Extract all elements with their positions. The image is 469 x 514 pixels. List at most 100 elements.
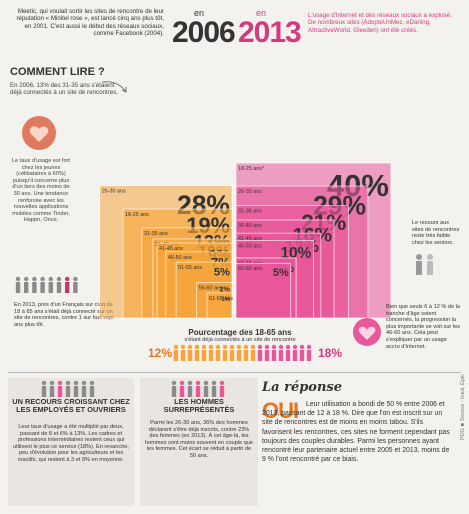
comment-lire-text: En 2006, 13% des 31-35 ans s'étaient déj…: [10, 82, 119, 97]
people-icon-row: [14, 276, 82, 298]
person-icon: [203, 380, 209, 397]
person-icon: [187, 380, 193, 397]
person-icon: [15, 276, 21, 293]
year-2006-en: en: [194, 8, 205, 18]
person-icon: [65, 380, 71, 397]
intro-2013: L'usage d'Internet et des réseaux sociau…: [308, 12, 452, 34]
person-icon: [41, 380, 47, 397]
workers-icon: [41, 380, 95, 397]
person-icon: [215, 344, 221, 361]
y2006-age-41-45ans: 41-45 ans: [159, 246, 183, 252]
person-icon: [195, 380, 201, 397]
person-icon: [229, 344, 235, 361]
person-icon: [49, 380, 55, 397]
y2006-age-61-65ans: 61-65 ans: [209, 296, 233, 302]
intro-2006: Meetic, qui voulait sortir les sites de …: [16, 8, 164, 38]
person-icon: [285, 344, 291, 361]
arrow-icon: [101, 81, 127, 93]
person-icon: [187, 344, 193, 361]
year-2006-number: 2006: [172, 16, 236, 49]
y2006-age-51-55ans: 51-55 ans: [178, 265, 202, 271]
y2006-age-18-25ans: 18-25 ans: [125, 212, 149, 218]
heart-couple-icon: [353, 318, 381, 346]
person-icon: [219, 380, 225, 397]
y2013-value-56-60ans: 5%: [273, 267, 289, 279]
summary-people-row: [173, 344, 312, 361]
side-credit: PDG ■ Source : Ined, Épic: [460, 374, 466, 440]
person-icon: [250, 344, 256, 361]
right-callout-top: Le recours aux sites de rencontres reste…: [412, 220, 460, 246]
left-callout: Le taux d'usage est fort chez les jeunes…: [12, 158, 70, 224]
summary-title: Pourcentage des 18-65 ans: [188, 328, 292, 337]
y2013-age-41-45ans: 41-45 ans: [238, 236, 262, 242]
y2006-age-31-35ans: 31-35 ans: [144, 231, 168, 237]
y2013-age-56-60ans: 56-60 ans: [238, 266, 262, 272]
person-icon: [173, 344, 179, 361]
y2013-bar-56-60ans: [235, 262, 292, 319]
bottom-col2-text: Parmi les 26-30 ans, 36% des hommes décl…: [145, 420, 253, 459]
person-icon: [271, 344, 277, 361]
bottom-left-callout: En 2013, près d'un Français sur cinq de …: [14, 302, 114, 328]
bottom-col1-title: UN RECOURS CROISSANT CHEZ LES EMPLOYÉS E…: [12, 397, 130, 414]
year-2013-en: en: [256, 8, 267, 18]
year-2013-label: en 2013: [238, 8, 302, 50]
person-icon: [180, 344, 186, 361]
y2006-age-26-30ans: 26-30 ans: [102, 189, 126, 195]
y2006-age-56-60ans: 56-60 ans: [199, 286, 223, 292]
person-icon: [278, 344, 284, 361]
y2013-age-31-35ans: 31-35 ans: [238, 209, 262, 215]
bottom-col2-box: [140, 378, 258, 506]
summary-to: 18%: [318, 346, 343, 360]
person-icon: [264, 344, 270, 361]
reponse-title: La réponse: [262, 380, 343, 395]
summary: Pourcentage des 18-65 ans s'étant déjà c…: [130, 328, 350, 344]
y2013-age-46-50ans: 46-50 ans: [238, 244, 262, 250]
person-icon: [236, 344, 242, 361]
year-2013-number: 2013: [238, 16, 302, 49]
person-icon: [243, 344, 249, 361]
person-icon: [179, 380, 185, 397]
bottom-col1-box: [8, 378, 134, 506]
person-icon: [208, 344, 214, 361]
summary-subtitle: s'étant déjà connectés à un site de renc…: [184, 337, 296, 343]
person-icon: [306, 344, 312, 361]
person-icon: [48, 276, 53, 293]
person-icon: [57, 380, 63, 397]
year-2006-label: en 2006: [172, 8, 236, 50]
bottom-col2-title: LES HOMMES SURREPRÉSENTÉS: [163, 397, 235, 414]
heart-face-icon: [22, 116, 56, 150]
comment-lire-title: COMMENT LIRE ?: [10, 66, 105, 78]
person-icon: [292, 344, 298, 361]
y2006-bar-61-65ans: [206, 292, 233, 319]
person-icon: [171, 380, 177, 397]
y2006-value-61-65ans: 1%: [221, 297, 230, 303]
y2013-age-18-25ans: 18-25 ans*: [238, 166, 265, 172]
men-women-icon: [171, 380, 225, 397]
y2006-age-46-50ans: 46-50 ans: [168, 255, 192, 261]
section-divider: [8, 372, 461, 373]
y2013-age-26-30ans: 26-30 ans: [238, 189, 262, 195]
y2006-value-56-60ans: 2%: [220, 286, 231, 294]
person-icon: [32, 276, 37, 293]
reponse-oui: OUI: [262, 398, 299, 423]
senior-couple-icon: [410, 252, 438, 278]
person-icon: [40, 276, 45, 293]
person-icon: [194, 344, 200, 361]
person-icon: [24, 276, 29, 293]
person-icon: [299, 344, 305, 361]
y2013-age-36-40ans: 36-40 ans: [238, 223, 262, 229]
right-callout-bottom: Bien que seuls 6 à 12 % de la tranche d'…: [386, 304, 461, 350]
person-icon: [222, 344, 228, 361]
person-icon: [81, 380, 87, 397]
person-icon: [201, 344, 207, 361]
comment-lire: COMMENT LIRE ? En 2006, 13% des 31-35 an…: [10, 66, 120, 97]
person-icon: [89, 380, 95, 397]
person-icon: [73, 380, 79, 397]
person-icon: [65, 276, 70, 293]
y2006-value-51-55ans: 5%: [214, 266, 230, 278]
person-icon: [56, 276, 62, 293]
person-icon: [73, 276, 78, 293]
bottom-col1-text: Leur taux d'usage a été multiplié par de…: [13, 424, 129, 463]
reponse-text: Leur utilisation a bondi de 50 % entre 2…: [262, 401, 450, 464]
